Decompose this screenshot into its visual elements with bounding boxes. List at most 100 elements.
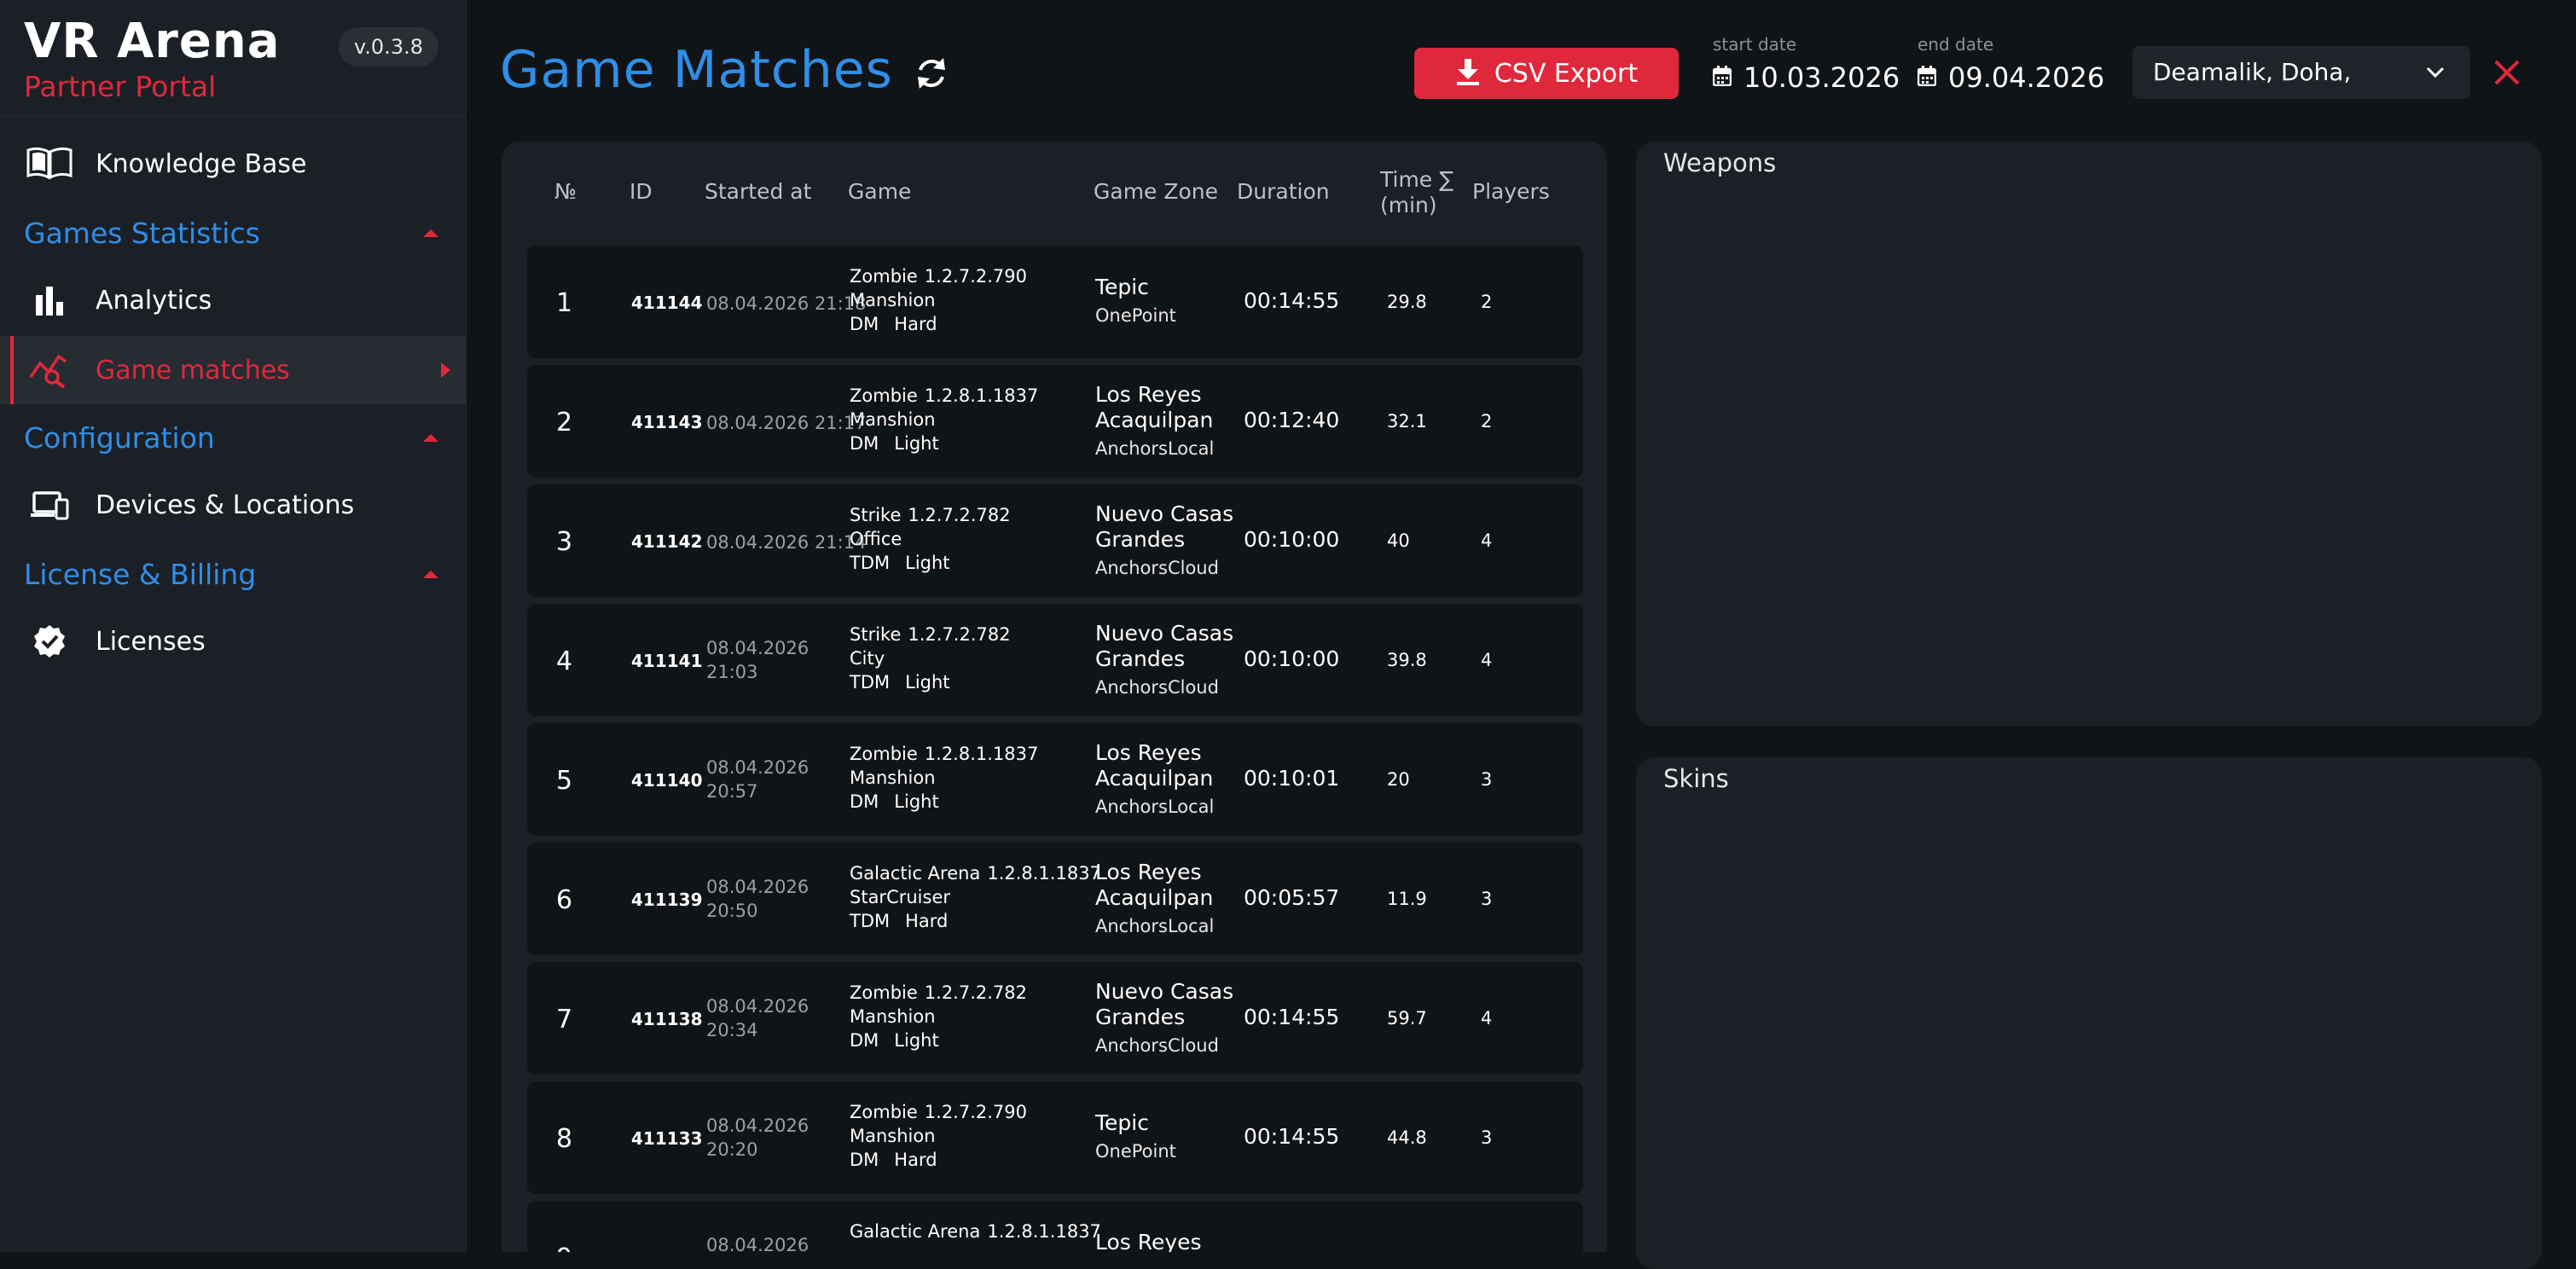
zone-type: AnchorsCloud	[1095, 677, 1219, 698]
game-info: Zombie 1.2.7.2.790 Manshion DM Hard	[850, 1100, 1027, 1172]
section-games-statistics[interactable]: Games Statistics	[0, 203, 466, 263]
refresh-icon[interactable]	[913, 55, 950, 92]
game-zone: Los Reyes	[1095, 1230, 1202, 1252]
table-row[interactable]: 7 411138 08.04.2026 20:34 Zombie 1.2.7.2.782 M…	[527, 962, 1583, 1075]
start-date: 08.04.2026	[706, 532, 809, 553]
duration: 00:10:00	[1244, 646, 1340, 671]
game-version: 1.2.8.1.1837	[987, 1221, 1101, 1242]
game-info: Galactic Arena 1.2.8.1.1837 StarCruiser TDM…	[850, 861, 1101, 933]
close-icon[interactable]	[2492, 58, 2521, 87]
game-mode: DM	[850, 1030, 879, 1051]
section-license-billing[interactable]: License & Billing	[0, 544, 466, 604]
col-header-game: Game	[848, 179, 912, 204]
table-row[interactable]: 6 411139 08.04.2026 20:50 Galactic Arena 1.2.…	[527, 843, 1583, 955]
table-row[interactable]: 4 411141 08.04.2026 21:03 Strike 1.2.7.2.782 C…	[527, 604, 1583, 716]
sidebar-item-analytics[interactable]: Analytics	[0, 266, 466, 334]
start-time: 21:17	[814, 413, 867, 433]
started-at: 08.04.2026 21:18	[706, 292, 866, 316]
game-zone: Los Reyes Acaquilpan AnchorsLocal	[1095, 382, 1214, 461]
section-configuration[interactable]: Configuration	[0, 408, 466, 467]
game-map: StarCruiser	[850, 887, 951, 907]
sidebar-item-label: Licenses	[96, 626, 206, 657]
game-name: Strike	[850, 624, 902, 645]
active-indicator	[10, 336, 14, 404]
col-header-id: ID	[629, 179, 653, 204]
version-badge: v.0.3.8	[338, 27, 438, 67]
duration: 00:10:01	[1244, 766, 1340, 791]
players: 3	[1481, 1127, 1493, 1148]
game-level: Light	[905, 672, 950, 692]
start-time: 20:20	[706, 1139, 758, 1160]
game-version: 1.2.8.1.1837	[924, 385, 1039, 406]
zone-name: Tepic	[1095, 1110, 1149, 1135]
caret-up-icon	[423, 229, 438, 237]
game-info: Zombie 1.2.7.2.790 Manshion DM Hard	[850, 264, 1027, 336]
zone-name: Los Reyes	[1095, 860, 1202, 884]
row-number: 5	[556, 766, 573, 796]
col-header-number: №	[554, 179, 577, 204]
game-map: Manshion	[850, 1126, 936, 1146]
sidebar-item-label: Knowledge Base	[96, 148, 307, 179]
game-name: Zombie	[850, 1102, 918, 1122]
game-zone: Tepic OnePoint	[1095, 1110, 1176, 1163]
weapons-title: Weapons	[1663, 148, 1777, 177]
start-time: 21:18	[814, 293, 867, 314]
end-date-picker[interactable]: end date 09.04.2026	[1917, 32, 2104, 94]
zone-type: AnchorsLocal	[1095, 797, 1215, 817]
sidebar-item-knowledge-base[interactable]: Knowledge Base	[0, 130, 466, 198]
sidebar-item-licenses[interactable]: Licenses	[0, 607, 466, 675]
weapons-panel: Weapons	[1636, 142, 2542, 727]
started-at: 08.04.2026 21:17	[706, 411, 866, 435]
table-row[interactable]: 3 411142 08.04.2026 21:14 Strike 1.2.7.2.782…	[527, 484, 1583, 597]
start-date: 08.04.2026	[706, 877, 809, 897]
row-number: 1	[556, 288, 573, 318]
game-level: Light	[905, 553, 950, 573]
game-version: 1.2.7.2.782	[924, 982, 1028, 1003]
row-number: 2	[556, 408, 573, 437]
start-date: 08.04.2026	[706, 413, 809, 433]
location-select[interactable]: Deamalik, Doha,	[2132, 46, 2470, 99]
col-header-time-unit: (min)	[1380, 193, 1437, 217]
zone-type: OnePoint	[1095, 305, 1176, 326]
game-name: Zombie	[850, 385, 918, 406]
game-version: 1.2.7.2.790	[924, 266, 1028, 287]
matches-table: № ID Started at Game Game Zone Duration …	[502, 142, 1607, 1252]
table-row[interactable]: 8 411133 08.04.2026 20:20 Zombie 1.2.7.2.790 M…	[527, 1081, 1583, 1194]
table-row[interactable]: 2 411143 08.04.2026 21:17 Zombie 1.2.8.1.183…	[527, 365, 1583, 478]
game-info: Zombie 1.2.8.1.1837 Manshion DM Light	[850, 742, 1038, 814]
book-icon	[26, 140, 73, 188]
sidebar-item-devices-locations[interactable]: Devices & Locations	[0, 471, 466, 539]
game-name: Zombie	[850, 744, 918, 764]
match-id: 411143	[631, 412, 703, 432]
calendar-icon	[1712, 66, 1732, 90]
brand: VR Arena Partner Portal	[24, 12, 281, 102]
players: 4	[1481, 650, 1493, 670]
sidebar-item-label: Game matches	[96, 355, 290, 385]
started-at: 08.04.2026 20:57	[706, 756, 817, 803]
sidebar-item-game-matches[interactable]: Game matches	[0, 336, 466, 404]
duration: 00:05:57	[1244, 885, 1340, 910]
players: 2	[1481, 411, 1493, 432]
game-map: City	[850, 648, 885, 669]
table-row[interactable]: 5 411140 08.04.2026 20:57 Zombie 1.2.8.1.1837…	[527, 723, 1583, 836]
start-date-picker[interactable]: start date 10.03.2026	[1712, 32, 1900, 94]
table-row[interactable]: 1 411144 08.04.2026 21:18 Zombie 1.2.7.2.790…	[527, 246, 1583, 358]
duration: 00:12:40	[1244, 408, 1340, 432]
match-id: 411139	[631, 889, 703, 910]
game-info: Galactic Arena 1.2.8.1.1837	[850, 1220, 1101, 1252]
table-row[interactable]: 9 08.04.2026 Galactic Arena 1.2.8.1.1837Los…	[527, 1201, 1583, 1252]
game-name: Zombie	[850, 982, 918, 1003]
col-header-zone: Game Zone	[1094, 179, 1219, 204]
game-version: 1.2.7.2.790	[924, 1102, 1028, 1122]
end-date-label: end date	[1917, 34, 1994, 55]
game-map: Manshion	[850, 1006, 936, 1027]
section-label: Games Statistics	[24, 216, 260, 250]
csv-export-button[interactable]: CSV Export	[1414, 48, 1679, 99]
row-number: 7	[556, 1005, 573, 1034]
game-mode: DM	[850, 791, 879, 812]
game-name: Zombie	[850, 266, 918, 287]
verified-badge-icon	[26, 617, 73, 665]
chevron-right-icon	[441, 362, 450, 378]
game-info: Strike 1.2.7.2.782 Office TDM Light	[850, 503, 1011, 575]
brand-title: VR Arena	[24, 14, 281, 69]
